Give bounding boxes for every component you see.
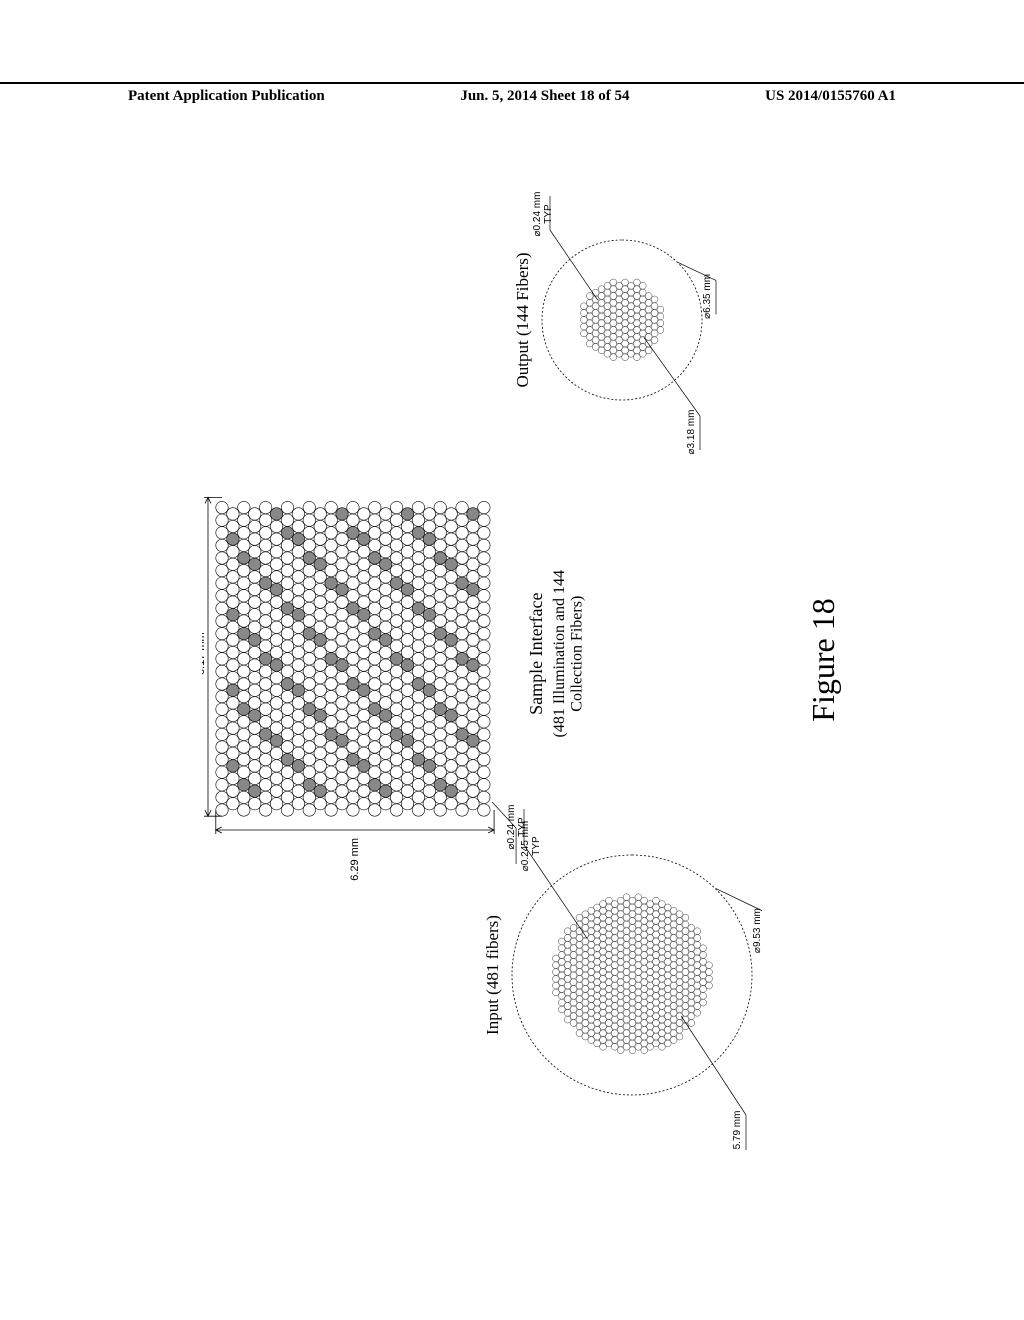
svg-text:(481 Illumination and 144Colle: (481 Illumination and 144Collection Fibe… (551, 570, 586, 738)
svg-text:6.29 mm: 6.29 mm (349, 838, 361, 881)
figure-18: 6.17 mm6.29 mm⌀0.245 mmTYPSample Interfa… (202, 170, 822, 1150)
header-right: US 2014/0155760 A1 (765, 88, 896, 105)
diagram-svg: 6.17 mm6.29 mm⌀0.245 mmTYPSample Interfa… (202, 170, 762, 1150)
page-header: Patent Application Publication Jun. 5, 2… (0, 82, 1024, 105)
svg-text:Input (481 fibers): Input (481 fibers) (483, 915, 502, 1035)
svg-text:⌀6.35 mm: ⌀6.35 mm (702, 274, 713, 319)
figure-caption: Figure 18 (805, 170, 842, 1150)
svg-text:Output (144 Fibers): Output (144 Fibers) (513, 252, 532, 387)
svg-text:⌀5.79 mm: ⌀5.79 mm (732, 1111, 743, 1150)
header-left: Patent Application Publication (128, 88, 325, 105)
svg-text:Sample Interface: Sample Interface (526, 592, 546, 714)
header-center: Jun. 5, 2014 Sheet 18 of 54 (460, 88, 629, 105)
svg-text:⌀0.24 mmTYP: ⌀0.24 mmTYP (532, 192, 554, 237)
svg-text:⌀3.18 mm: ⌀3.18 mm (686, 410, 697, 455)
svg-text:⌀9.53 mm: ⌀9.53 mm (752, 908, 762, 953)
svg-text:6.17 mm: 6.17 mm (202, 632, 207, 675)
